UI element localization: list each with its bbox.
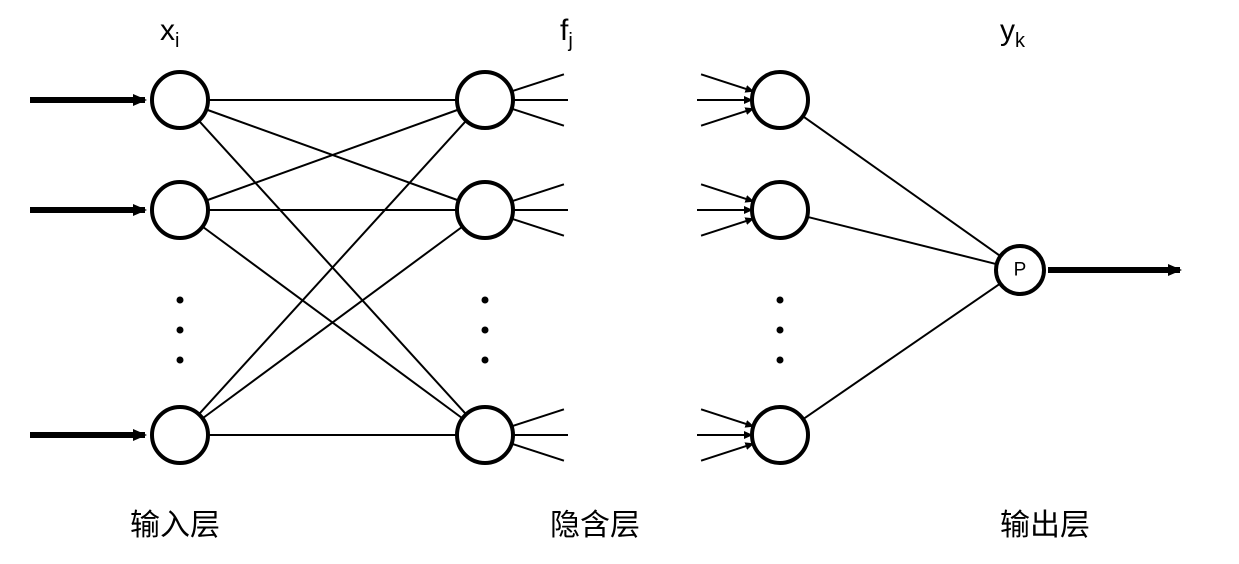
hidden-var-sub: j bbox=[568, 30, 572, 52]
hidden_left-node bbox=[457, 182, 513, 238]
fan-in-stub bbox=[701, 219, 753, 236]
hidden-variable-label: fj bbox=[560, 14, 573, 53]
fan-in-stub bbox=[701, 74, 753, 91]
ellipsis-dot bbox=[177, 297, 184, 304]
fan-in-stub bbox=[701, 444, 753, 461]
hidden_right-node bbox=[752, 182, 808, 238]
fan-in-stub bbox=[701, 184, 753, 201]
input-var-base: x bbox=[160, 14, 175, 47]
input-layer-label: 输入层 bbox=[130, 500, 220, 544]
output-edge bbox=[807, 217, 997, 264]
hidden-layer-label: 隐含层 bbox=[550, 500, 640, 544]
output-edge bbox=[803, 284, 1000, 420]
hidden_left-node bbox=[457, 72, 513, 128]
input-node bbox=[152, 407, 208, 463]
hidden_right-node bbox=[752, 407, 808, 463]
hidden_left-node bbox=[457, 407, 513, 463]
ellipsis-dot bbox=[482, 357, 489, 364]
ellipsis-dot bbox=[482, 297, 489, 304]
ellipsis-dot bbox=[482, 327, 489, 334]
output-var-sub: k bbox=[1015, 30, 1025, 52]
neural-network-diagram: P bbox=[0, 0, 1239, 564]
input-node bbox=[152, 182, 208, 238]
ellipsis-dot bbox=[777, 327, 784, 334]
ellipsis-dot bbox=[777, 357, 784, 364]
hidden_right-node bbox=[752, 72, 808, 128]
ellipsis-dot bbox=[777, 297, 784, 304]
fan-out-stub bbox=[512, 109, 564, 126]
fan-out-stub bbox=[512, 409, 564, 426]
output-node-text: P bbox=[1014, 260, 1027, 281]
output-variable-label: yk bbox=[1000, 14, 1025, 53]
input-node bbox=[152, 72, 208, 128]
input-var-sub: i bbox=[175, 30, 179, 52]
nodes-group: P bbox=[152, 72, 1044, 463]
output-var-base: y bbox=[1000, 14, 1015, 47]
fan-out-stub bbox=[512, 219, 564, 236]
input-variable-label: xi bbox=[160, 14, 179, 53]
fan-in-stub bbox=[701, 109, 753, 126]
ellipsis-dot bbox=[177, 357, 184, 364]
fan-out-stub bbox=[512, 444, 564, 461]
fan-in-stub bbox=[701, 409, 753, 426]
ellipsis-dot bbox=[177, 327, 184, 334]
fan-out-stub bbox=[512, 74, 564, 91]
fan-out-stub bbox=[512, 184, 564, 201]
output-edge bbox=[803, 116, 1001, 256]
output-layer-label: 输出层 bbox=[1000, 500, 1090, 544]
